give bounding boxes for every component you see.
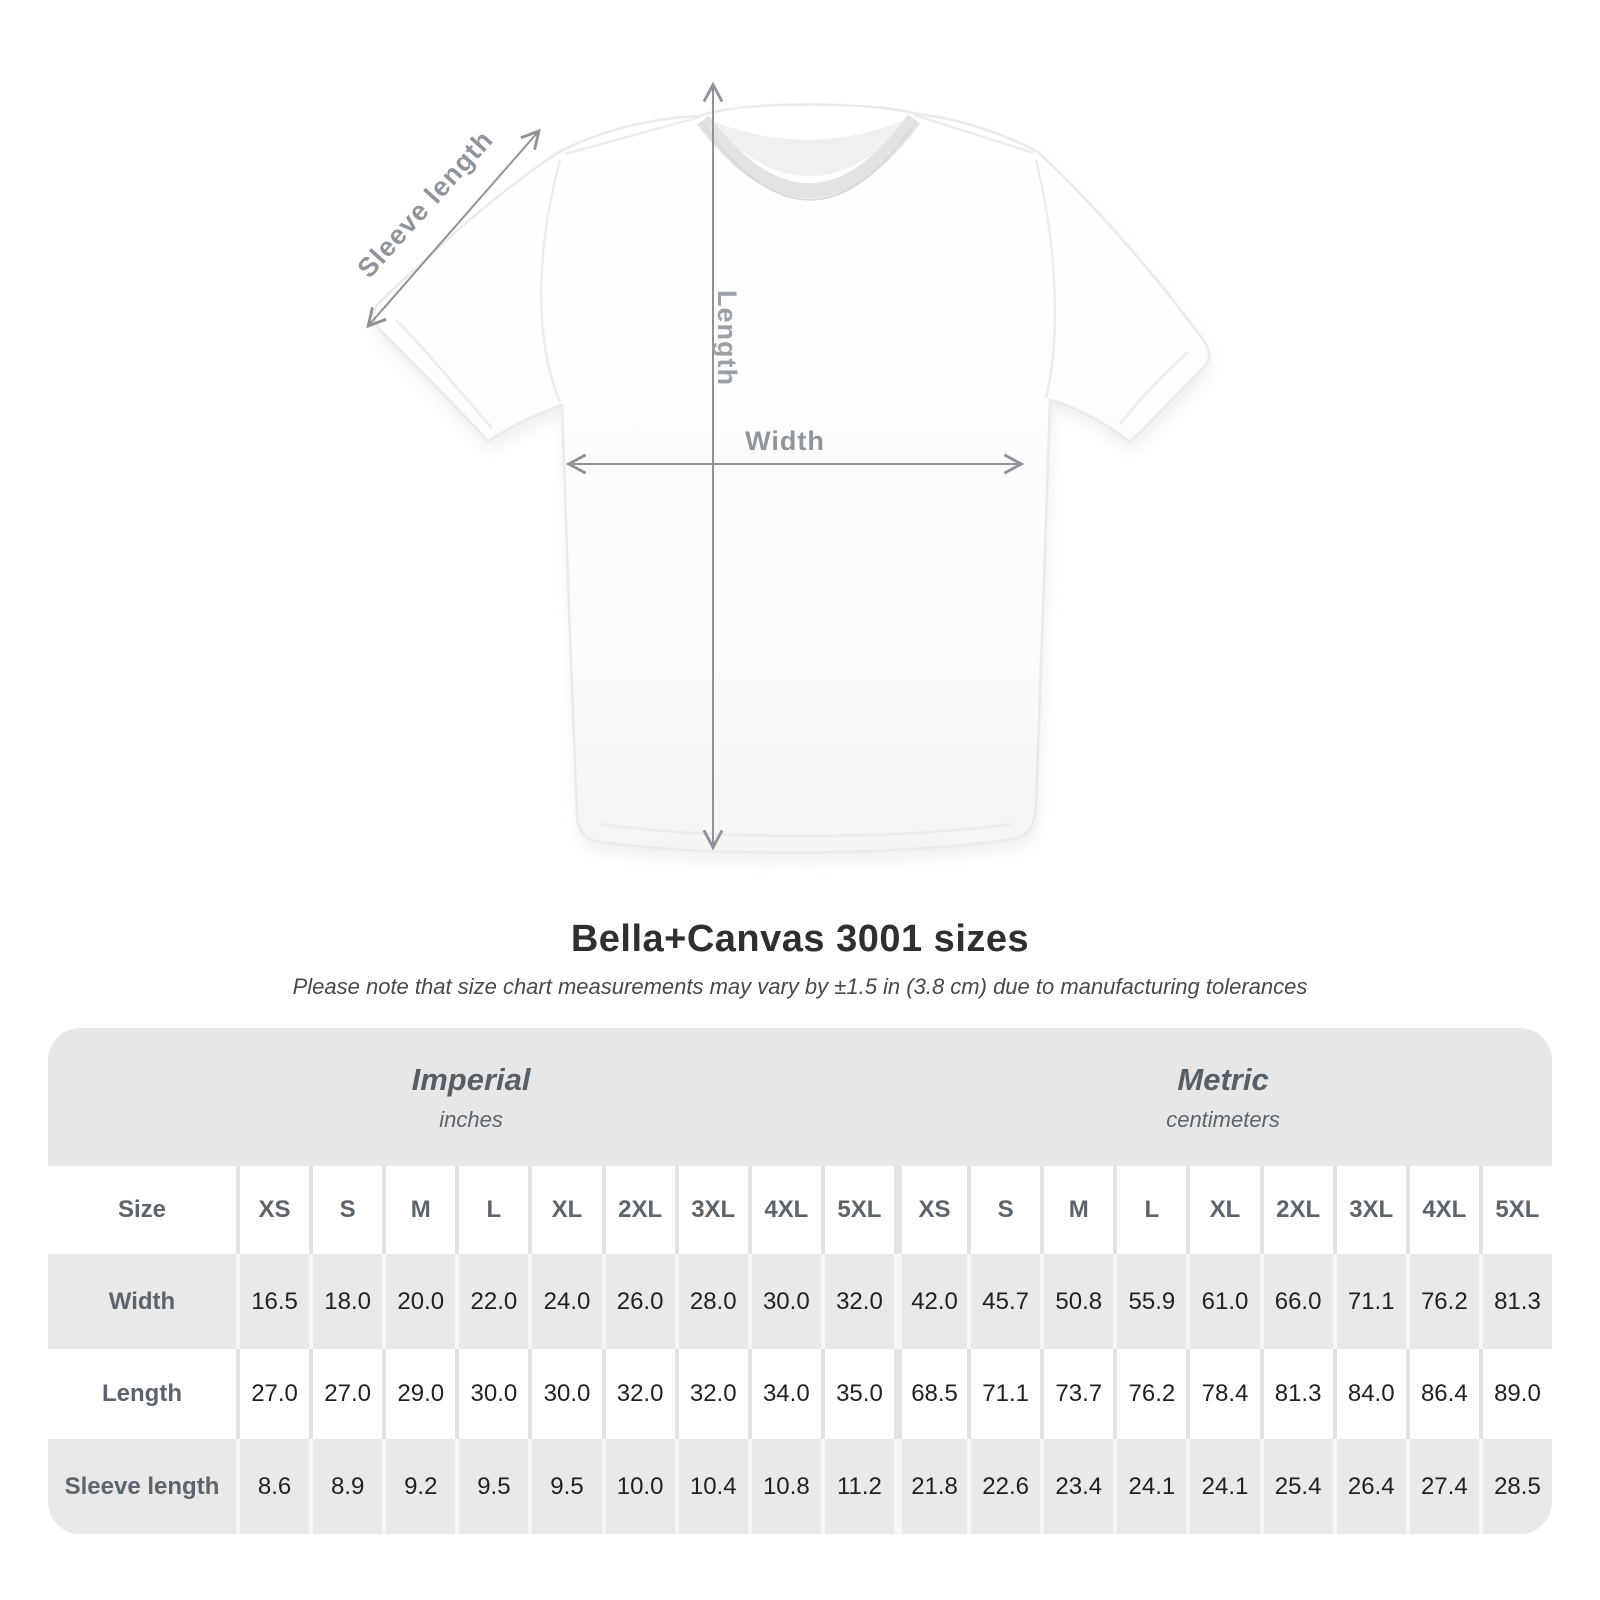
size-header-imperial-2xl: 2XL (601, 1166, 675, 1254)
row-label-length: Length (48, 1349, 236, 1439)
size-table: Imperial inches Metric centimeters Size X… (48, 1028, 1552, 1534)
cell-sleeve-length-metric-m: 23.4 (1040, 1439, 1114, 1534)
size-header-imperial-l: L (455, 1166, 529, 1254)
cell-length-metric-2xl: 81.3 (1259, 1349, 1333, 1439)
unit-group-imperial: Imperial inches (48, 1028, 894, 1166)
cell-sleeve-length-metric-s: 22.6 (967, 1439, 1041, 1534)
cell-width-imperial-s: 18.0 (309, 1254, 383, 1349)
cell-length-metric-5xl: 89.0 (1478, 1349, 1552, 1439)
size-header-imperial-3xl: 3XL (674, 1166, 748, 1254)
cell-length-imperial-5xl: 35.0 (820, 1349, 894, 1439)
cell-length-imperial-xs: 27.0 (236, 1349, 310, 1439)
cell-sleeve-length-metric-5xl: 28.5 (1478, 1439, 1552, 1534)
size-header-metric-l: L (1113, 1166, 1187, 1254)
tshirt-measurement-diagram: Sleeve length Length Width (352, 81, 1212, 862)
tolerance-note: Please note that size chart measurements… (292, 974, 1308, 999)
unit-group-imperial-unit: inches (439, 1106, 503, 1132)
cell-length-metric-xl: 78.4 (1186, 1349, 1260, 1439)
page-title: Bella+Canvas 3001 sizes (570, 918, 1030, 960)
size-header-metric-3xl: 3XL (1332, 1166, 1406, 1254)
cell-sleeve-length-imperial-5xl: 11.2 (820, 1439, 894, 1534)
cell-width-metric-5xl: 81.3 (1478, 1254, 1552, 1349)
sleeve-length-arrow (366, 128, 541, 329)
tshirt-silhouette (372, 103, 1211, 854)
unit-group-metric-name: Metric (1177, 1061, 1269, 1097)
cell-width-imperial-5xl: 32.0 (820, 1254, 894, 1349)
size-header-metric-xl: XL (1186, 1166, 1260, 1254)
cell-width-imperial-l: 22.0 (455, 1254, 529, 1349)
collar-band (697, 114, 921, 199)
size-header-imperial-4xl: 4XL (747, 1166, 821, 1254)
cell-length-metric-xs: 68.5 (894, 1349, 968, 1439)
cell-sleeve-length-metric-xl: 24.1 (1186, 1439, 1260, 1534)
collar-band-edge (700, 120, 917, 201)
measurement-arrows (366, 81, 1025, 851)
cell-width-metric-xl: 61.0 (1186, 1254, 1260, 1349)
size-header-metric-4xl: 4XL (1405, 1166, 1479, 1254)
size-header-metric-s: S (967, 1166, 1041, 1254)
tshirt-seams (395, 113, 1189, 838)
cell-length-imperial-xl: 30.0 (528, 1349, 602, 1439)
cell-length-imperial-2xl: 32.0 (601, 1349, 675, 1439)
size-header-metric-xs: XS (894, 1166, 968, 1254)
cell-width-metric-s: 45.7 (967, 1254, 1041, 1349)
row-label-width: Width (48, 1254, 236, 1349)
cell-sleeve-length-metric-l: 24.1 (1113, 1439, 1187, 1534)
size-header-metric-5xl: 5XL (1478, 1166, 1552, 1254)
cell-sleeve-length-metric-2xl: 25.4 (1259, 1439, 1333, 1534)
cell-width-metric-m: 50.8 (1040, 1254, 1114, 1349)
cell-width-imperial-xl: 24.0 (528, 1254, 602, 1349)
cell-sleeve-length-imperial-l: 9.5 (455, 1439, 529, 1534)
unit-group-imperial-name: Imperial (411, 1061, 531, 1097)
cell-width-metric-xs: 42.0 (894, 1254, 968, 1349)
cell-length-metric-l: 76.2 (1113, 1349, 1187, 1439)
cell-sleeve-length-imperial-xl: 9.5 (528, 1439, 602, 1534)
cell-width-imperial-2xl: 26.0 (601, 1254, 675, 1349)
unit-header-band: Imperial inches Metric centimeters (48, 1028, 1552, 1166)
length-label: Length (712, 290, 742, 386)
cell-length-metric-m: 73.7 (1040, 1349, 1114, 1439)
cell-sleeve-length-metric-4xl: 27.4 (1405, 1439, 1479, 1534)
tshirt-diagram-svg: Sleeve length Length Width (352, 81, 1212, 862)
cell-width-imperial-4xl: 30.0 (747, 1254, 821, 1349)
cell-width-imperial-m: 20.0 (382, 1254, 456, 1349)
cell-length-imperial-s: 27.0 (309, 1349, 383, 1439)
cell-length-imperial-4xl: 34.0 (747, 1349, 821, 1439)
row-label-sleeve-length: Sleeve length (48, 1439, 236, 1534)
collar-opening (705, 117, 912, 177)
width-label: Width (745, 426, 825, 456)
cell-length-imperial-3xl: 32.0 (674, 1349, 748, 1439)
unit-group-metric: Metric centimeters (894, 1028, 1552, 1166)
size-header-metric-m: M (1040, 1166, 1114, 1254)
size-header-imperial-xl: XL (528, 1166, 602, 1254)
size-grid: Size XS S M L XL 2XL 3XL 4XL 5XL XS S M L XL 2XL 3XL 4XL 5… (48, 1166, 1552, 1534)
size-header-imperial-5xl: 5XL (820, 1166, 894, 1254)
cell-length-metric-3xl: 84.0 (1332, 1349, 1406, 1439)
unit-group-metric-unit: centimeters (1166, 1106, 1280, 1132)
size-header-imperial-s: S (309, 1166, 383, 1254)
cell-sleeve-length-imperial-3xl: 10.4 (674, 1439, 748, 1534)
cell-width-imperial-xs: 16.5 (236, 1254, 310, 1349)
cell-length-metric-4xl: 86.4 (1405, 1349, 1479, 1439)
cell-sleeve-length-imperial-s: 8.9 (309, 1439, 383, 1534)
size-column-header: Size (48, 1166, 236, 1254)
cell-sleeve-length-imperial-4xl: 10.8 (747, 1439, 821, 1534)
cell-width-metric-l: 55.9 (1113, 1254, 1187, 1349)
cell-sleeve-length-imperial-2xl: 10.0 (601, 1439, 675, 1534)
cell-sleeve-length-metric-3xl: 26.4 (1332, 1439, 1406, 1534)
cell-width-metric-3xl: 71.1 (1332, 1254, 1406, 1349)
cell-width-metric-4xl: 76.2 (1405, 1254, 1479, 1349)
size-header-metric-2xl: 2XL (1259, 1166, 1333, 1254)
cell-sleeve-length-metric-xs: 21.8 (894, 1439, 968, 1534)
cell-length-metric-s: 71.1 (967, 1349, 1041, 1439)
cell-width-metric-2xl: 66.0 (1259, 1254, 1333, 1349)
cell-length-imperial-m: 29.0 (382, 1349, 456, 1439)
cell-width-imperial-3xl: 28.0 (674, 1254, 748, 1349)
size-header-imperial-xs: XS (236, 1166, 310, 1254)
cell-sleeve-length-imperial-xs: 8.6 (236, 1439, 310, 1534)
cell-length-imperial-l: 30.0 (455, 1349, 529, 1439)
size-header-imperial-m: M (382, 1166, 456, 1254)
cell-sleeve-length-imperial-m: 9.2 (382, 1439, 456, 1534)
